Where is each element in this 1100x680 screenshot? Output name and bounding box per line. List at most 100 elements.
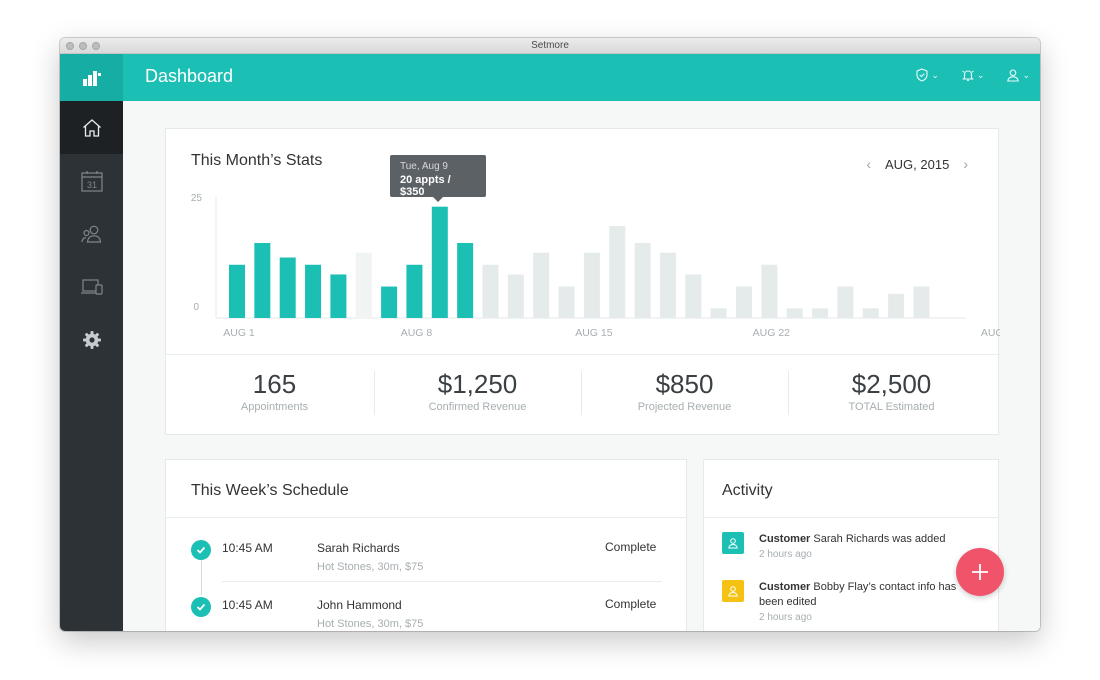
close-window-button[interactable] xyxy=(66,42,74,50)
logo[interactable] xyxy=(60,54,123,101)
zoom-window-button[interactable] xyxy=(92,42,100,50)
activity-message: Bobby Flay’s contact info has been edite… xyxy=(759,581,957,608)
window-titlebar: Setmore xyxy=(60,38,1040,54)
shield-icon xyxy=(916,68,928,82)
activity-title: Activity xyxy=(722,482,773,499)
schedule-card: This Week’s Schedule 10:45 AM Sarah Rich… xyxy=(165,459,687,631)
devices-icon xyxy=(80,278,103,295)
tooltip-date: Tue, Aug 9 xyxy=(400,161,448,172)
stat-divider xyxy=(788,371,789,415)
next-month-button[interactable]: › xyxy=(963,156,968,172)
user-icon xyxy=(722,580,744,602)
chart-bar xyxy=(837,286,854,318)
chart-bar xyxy=(812,308,829,318)
chart-bar xyxy=(685,274,702,318)
top-right-icons: ⌄ ⌄ ⌄ xyxy=(915,68,1030,82)
user-menu[interactable]: ⌄ xyxy=(1006,68,1030,82)
chart-bar xyxy=(431,206,448,318)
chart-bar xyxy=(305,264,322,318)
chart-bar xyxy=(279,257,296,318)
notifications-menu[interactable]: ⌄ xyxy=(961,68,984,82)
customer-name: Sarah Richards xyxy=(317,541,400,555)
chart-bar xyxy=(710,308,727,318)
check-icon xyxy=(191,540,211,560)
stat-divider xyxy=(374,371,375,415)
schedule-item[interactable]: 10:45 AM Sarah Richards Hot Stones, 30m,… xyxy=(166,522,688,579)
appointment-status: Complete xyxy=(605,540,657,554)
chart-bar xyxy=(786,308,803,318)
sidebar-item-devices[interactable] xyxy=(60,260,123,313)
customers-icon xyxy=(80,225,101,243)
sidebar: 31 xyxy=(60,101,123,631)
chart-bar xyxy=(736,286,752,318)
chart-bar xyxy=(482,264,499,318)
chevron-down-icon: ⌄ xyxy=(931,69,939,80)
activity-kind: Customer xyxy=(759,533,811,545)
chart-bar xyxy=(355,252,372,318)
chevron-down-icon: ⌄ xyxy=(1022,69,1030,80)
activity-message: Sarah Richards was added xyxy=(813,533,946,545)
chart-bar xyxy=(330,274,347,318)
calendar-date-label: 31 xyxy=(86,180,96,190)
x-tick-label: AUG 1 xyxy=(223,327,255,339)
logo-icon xyxy=(82,70,101,86)
sidebar-item-dashboard[interactable] xyxy=(60,101,123,154)
chart-bar xyxy=(913,286,930,318)
security-menu[interactable]: ⌄ xyxy=(915,68,939,82)
stat-divider xyxy=(581,371,582,415)
x-tick-label: AUG 15 xyxy=(575,327,613,339)
user-icon xyxy=(722,532,744,554)
sidebar-item-calendar[interactable]: 31 xyxy=(60,154,123,207)
x-tick-label: AUG 31 xyxy=(981,327,1000,339)
stats-card: This Month’s Stats ‹ AUG, 2015 › 25 0 AUG … xyxy=(165,128,1000,436)
sidebar-item-settings[interactable] xyxy=(60,313,123,366)
gear-icon xyxy=(82,330,101,349)
row-divider xyxy=(222,581,662,582)
stat-value: $2,500 xyxy=(851,369,932,399)
y-tick-label: 25 xyxy=(191,193,203,204)
month-navigator: ‹ AUG, 2015 › xyxy=(866,156,968,172)
appointment-time: 10:45 AM xyxy=(222,598,273,612)
chart-bar xyxy=(381,286,398,318)
activity-text: Customer Bobby Flay’s contact info has b… xyxy=(759,580,979,625)
plus-icon xyxy=(972,564,988,580)
stat-label: Projected Revenue xyxy=(637,401,732,413)
activity-time: 2 hours ago xyxy=(759,612,812,623)
chart-bar xyxy=(229,264,245,318)
stat-label: Appointments xyxy=(240,401,309,413)
stats-summary: 165 Appointments $1,250 Confirmed Revenu… xyxy=(166,354,1000,436)
stat-confirmed-revenue: $1,250 Confirmed Revenue xyxy=(374,369,581,413)
main-content: This Month’s Stats ‹ AUG, 2015 › 25 0 AUG … xyxy=(123,101,1040,631)
chart-bar xyxy=(659,252,676,318)
chart-tooltip: Tue, Aug 9 20 appts / $350 xyxy=(390,155,486,202)
chart-bar xyxy=(507,274,524,318)
x-tick-label: AUG 8 xyxy=(401,327,433,339)
stat-value: $850 xyxy=(655,369,714,399)
chart-bar xyxy=(558,286,575,318)
home-icon xyxy=(82,118,101,137)
activity-header: Activity xyxy=(704,460,998,518)
chart-bar xyxy=(457,242,474,318)
stat-appointments: 165 Appointments xyxy=(171,369,378,413)
chart-bar xyxy=(609,226,626,318)
x-tick-label: AUG 22 xyxy=(753,327,791,339)
activity-kind: Customer xyxy=(759,581,811,593)
add-button[interactable] xyxy=(956,548,1004,596)
chart-bar xyxy=(862,308,879,318)
current-month: AUG, 2015 xyxy=(885,156,950,172)
appointment-time: 10:45 AM xyxy=(222,541,273,555)
prev-month-button[interactable]: ‹ xyxy=(866,156,871,172)
minimize-window-button[interactable] xyxy=(79,42,87,50)
service-details: Hot Stones, 30m, $75 xyxy=(317,618,424,630)
schedule-item[interactable]: 10:45 AM John Hammond Hot Stones, 30m, $… xyxy=(166,579,688,631)
app-window: Setmore Dashboard ⌄ ⌄ ⌄ xyxy=(60,38,1040,631)
stat-projected-revenue: $850 Projected Revenue xyxy=(581,369,788,413)
chart-bar xyxy=(583,252,600,318)
chart-bar xyxy=(761,264,778,318)
stats-bar-chart: 25 0 AUG 1 AUG 8 AUG 15 AUG 22 AUG 31 xyxy=(191,193,1000,339)
activity-text: Customer Sarah Richards was added 2 hour… xyxy=(759,532,979,562)
y-tick-label: 0 xyxy=(193,302,199,313)
sidebar-item-customers[interactable] xyxy=(60,207,123,260)
check-icon xyxy=(191,597,211,617)
activity-time: 2 hours ago xyxy=(759,549,812,560)
